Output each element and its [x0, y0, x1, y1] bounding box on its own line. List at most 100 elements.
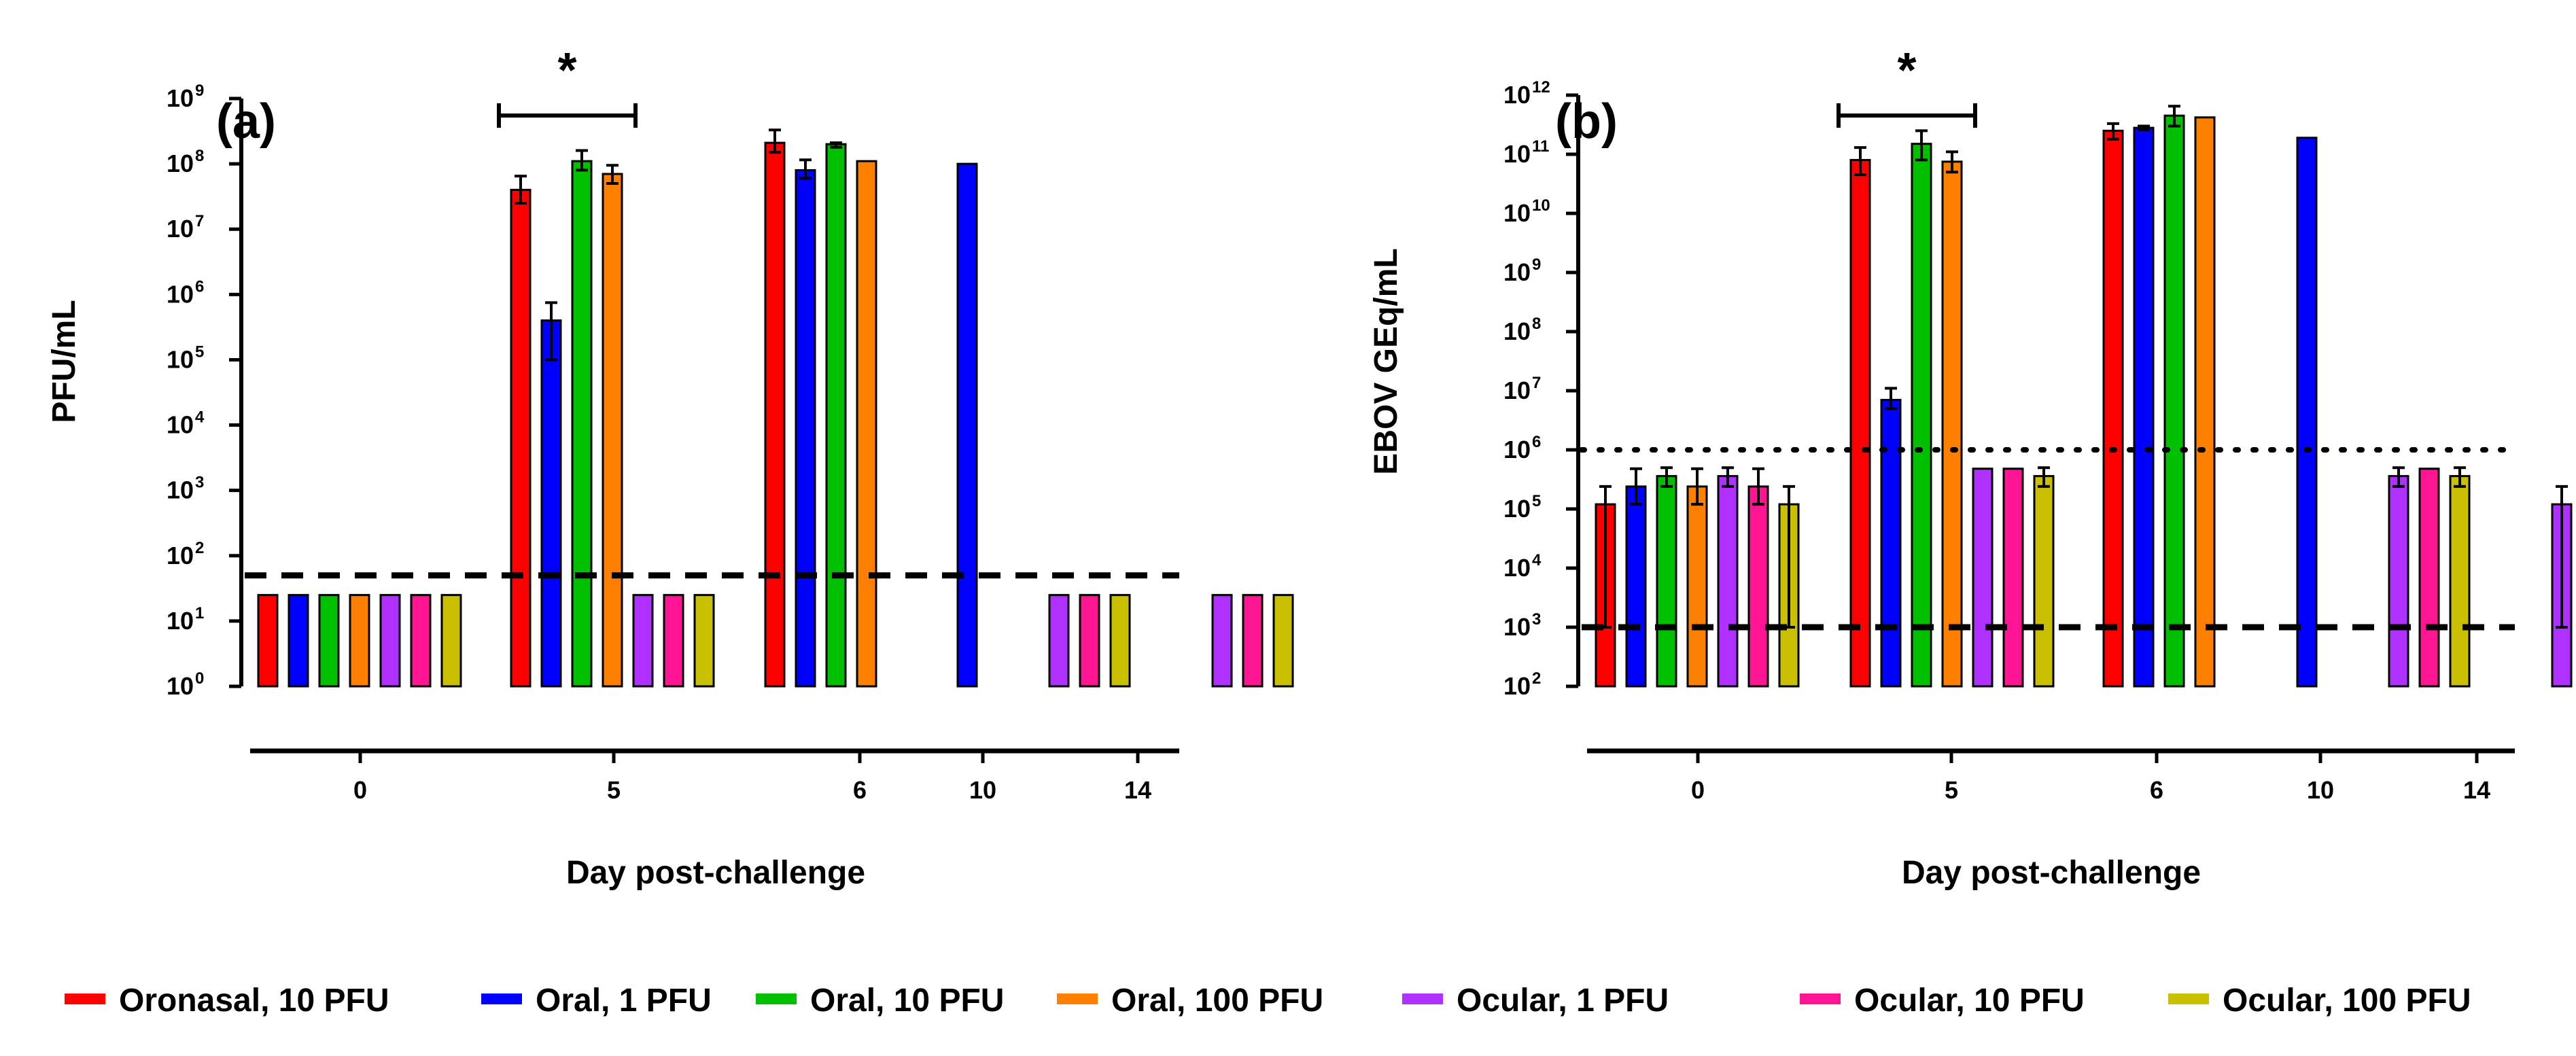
legend-swatch-oral-1 — [481, 993, 522, 1004]
y-tick-base: 10 — [167, 215, 194, 243]
bar-oral-100-day-5 — [602, 173, 623, 688]
panel-b-label: (b) — [1555, 94, 1618, 149]
bar-oral-10-day-0 — [1656, 475, 1677, 688]
bar-oral-100-day-6 — [856, 160, 877, 688]
x-tick-label-day-14: 14 — [2463, 776, 2490, 804]
x-tick-label-day-6: 6 — [853, 776, 867, 804]
bar-ocular-100-day-5 — [693, 594, 715, 688]
y-tick-base: 10 — [1503, 613, 1531, 641]
bar-ocular-10-day-10 — [2418, 468, 2440, 688]
bar-oral-1-day-5 — [540, 319, 562, 688]
bar-ocular-100-day-0 — [440, 594, 462, 688]
bar-oral-1-day-0 — [1625, 485, 1647, 688]
bar-ocular-10-day-5 — [663, 594, 684, 688]
legend-label-oronasal-10: Oronasal, 10 PFU — [119, 983, 389, 1019]
bar-oral-1-day-6 — [795, 169, 816, 688]
bar-oral-1-day-6 — [2133, 126, 2155, 688]
y-tick-base: 10 — [167, 607, 194, 635]
y-tick-base: 10 — [1503, 495, 1531, 523]
y-tick-exponent: 4 — [195, 408, 205, 427]
y-tick-base: 10 — [1503, 258, 1531, 286]
bar-ocular-1-day-5 — [1972, 468, 1994, 688]
y-tick-exponent: 3 — [195, 474, 204, 492]
y-tick-exponent: 3 — [1532, 610, 1541, 629]
legend-label-oral-1: Oral, 1 PFU — [536, 983, 712, 1019]
bar-oronasal-10-day-6 — [764, 141, 786, 688]
panel-a-label: (a) — [216, 94, 276, 149]
legend-swatch-ocular-1 — [1402, 993, 1443, 1004]
panel-a-chart: (a) PFU/mL Day post-challenge 10 010 110 21… — [46, 43, 1294, 891]
x-tick-label-day-6: 6 — [2150, 776, 2163, 804]
y-tick-base: 10 — [167, 672, 194, 700]
bar-oronasal-10-day-5 — [510, 188, 532, 688]
bar-ocular-100-day-5 — [2033, 475, 2055, 688]
y-tick-base: 10 — [167, 280, 194, 308]
bar-oral-1-day-10 — [956, 162, 978, 688]
y-tick-exponent: 7 — [1532, 374, 1541, 392]
legend: Oronasal, 10 PFU Oral, 1 PFU Oral, 10 PFU O… — [65, 983, 2471, 1019]
legend-label-oral-100: Oral, 100 PFU — [1111, 983, 1323, 1019]
bar-oral-10-day-0 — [318, 594, 340, 688]
bar-ocular-100-day-10 — [1109, 594, 1131, 688]
x-tick-label-day-0: 0 — [1691, 776, 1705, 804]
y-tick-exponent: 11 — [1532, 137, 1549, 156]
y-tick-exponent: 6 — [195, 277, 204, 296]
bar-ocular-1-day-14 — [1211, 594, 1233, 688]
bar-oral-100-day-5 — [1941, 160, 1963, 688]
legend-swatch-ocular-10 — [1800, 993, 1841, 1004]
y-tick-base: 10 — [167, 542, 194, 569]
bar-oral-100-day-0 — [349, 594, 370, 688]
bar-oral-10-day-6 — [825, 143, 847, 688]
y-tick-base: 10 — [167, 411, 194, 439]
y-tick-exponent: 9 — [1532, 256, 1541, 274]
panel-a-x-axis-title: Day post-challenge — [566, 855, 865, 891]
bar-ocular-1-day-5 — [632, 594, 654, 688]
y-tick-exponent: 6 — [1532, 433, 1541, 451]
bar-oronasal-10-day-0 — [257, 594, 279, 688]
panel-b-x-axis-title: Day post-challenge — [1902, 855, 2201, 891]
bar-oral-1-day-0 — [288, 594, 309, 688]
bar-oral-10-day-5 — [571, 160, 593, 688]
x-tick-label-day-10: 10 — [2307, 776, 2334, 804]
y-tick-exponent: 0 — [195, 669, 204, 688]
x-tick-label-day-10: 10 — [969, 776, 996, 804]
significance-star: * — [557, 43, 576, 98]
bar-oral-100-day-0 — [1686, 485, 1708, 688]
bar-ocular-10-day-0 — [1747, 485, 1769, 688]
bar-ocular-10-day-5 — [2002, 468, 2024, 688]
significance-star: * — [1897, 43, 1916, 98]
legend-swatch-oral-100 — [1057, 993, 1098, 1004]
legend-label-ocular-10: Ocular, 10 PFU — [1854, 983, 2085, 1019]
panel-a-y-axis-title: PFU/mL — [46, 300, 82, 423]
panel-b-chart: (b) EBOV GEq/mL Day post-challenge 10 210… — [1368, 43, 2573, 891]
y-tick-base: 10 — [167, 476, 194, 504]
legend-swatch-oral-10 — [756, 993, 797, 1004]
legend-label-ocular-100: Ocular, 100 PFU — [2223, 983, 2471, 1019]
y-tick-base: 10 — [167, 84, 194, 112]
bar-ocular-1-day-0 — [1717, 475, 1739, 688]
y-tick-base: 10 — [167, 149, 194, 177]
bar-ocular-1-day-10 — [2388, 475, 2409, 688]
y-tick-base: 10 — [1503, 376, 1531, 404]
legend-label-oral-10: Oral, 10 PFU — [810, 983, 1004, 1019]
y-tick-exponent: 8 — [1532, 315, 1541, 333]
y-tick-base: 10 — [1503, 317, 1531, 345]
y-tick-base: 10 — [1503, 436, 1531, 463]
bar-ocular-100-day-10 — [2449, 475, 2471, 688]
bar-ocular-100-day-14 — [1272, 594, 1294, 688]
y-tick-base: 10 — [1503, 199, 1531, 227]
legend-swatch-ocular-100 — [2168, 993, 2209, 1004]
bar-oral-1-day-10 — [2296, 137, 2318, 688]
y-tick-base: 10 — [1503, 672, 1531, 700]
bar-ocular-10-day-10 — [1079, 594, 1100, 688]
x-tick-label-day-5: 5 — [1945, 776, 1958, 804]
bar-ocular-1-day-10 — [1048, 594, 1070, 688]
bar-oral-100-day-6 — [2194, 116, 2216, 688]
y-tick-exponent: 2 — [195, 539, 204, 557]
y-tick-exponent: 9 — [195, 82, 204, 100]
bar-ocular-10-day-14 — [1242, 594, 1264, 688]
x-tick-label-day-0: 0 — [353, 776, 367, 804]
bar-oral-10-day-5 — [1911, 143, 1932, 688]
x-tick-label-day-5: 5 — [607, 776, 621, 804]
